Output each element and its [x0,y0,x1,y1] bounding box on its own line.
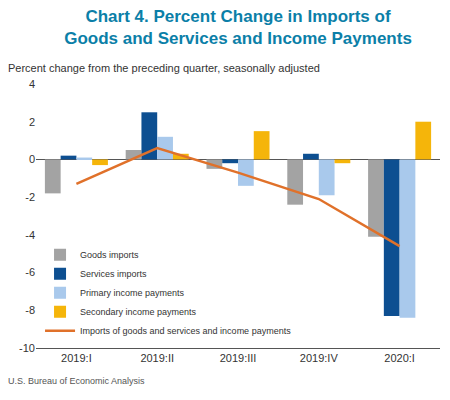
svg-text:2019:IV: 2019:IV [300,352,339,364]
svg-text:2: 2 [29,116,35,128]
svg-text:Chart 4. Percent Change in Imp: Chart 4. Percent Change in Imports ofGoo… [64,7,412,48]
svg-text:Primary income payments: Primary income payments [80,288,185,298]
svg-text:-8: -8 [25,304,35,316]
svg-text:U.S. Bureau of Economic Analys: U.S. Bureau of Economic Analysis [8,376,145,386]
svg-text:2020:I: 2020:I [384,352,415,364]
svg-text:2019:III: 2019:III [220,352,257,364]
svg-text:2019:I: 2019:I [61,352,92,364]
svg-text:Secondary income payments: Secondary income payments [80,307,197,317]
svg-text:-10: -10 [19,342,35,354]
svg-text:Goods imports: Goods imports [80,250,139,260]
svg-text:-4: -4 [25,229,35,241]
svg-text:Percent change from the preced: Percent change from the preceding quarte… [8,62,320,74]
svg-text:0: 0 [29,153,35,165]
svg-text:Services imports: Services imports [80,269,147,279]
svg-text:Imports of goods and services: Imports of goods and services and income… [80,326,291,336]
svg-text:-6: -6 [25,266,35,278]
svg-text:4: 4 [29,78,35,90]
svg-text:-2: -2 [25,191,35,203]
svg-text:2019:II: 2019:II [140,352,174,364]
